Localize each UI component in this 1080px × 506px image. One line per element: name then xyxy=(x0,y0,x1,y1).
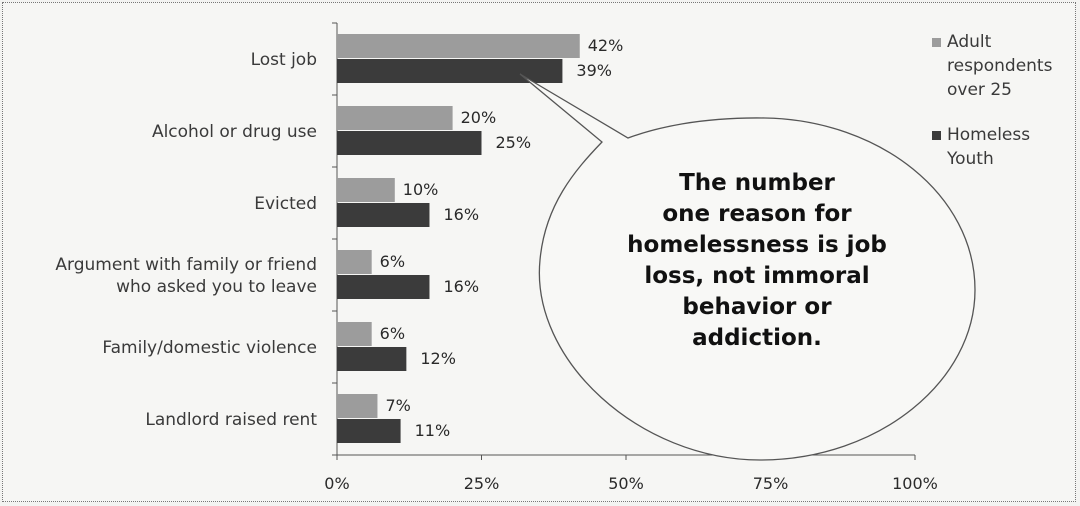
legend-entry: Adult respondents over 25 xyxy=(947,32,1053,100)
data-label: 20% xyxy=(461,108,497,127)
bar-youth xyxy=(337,275,430,299)
data-label: 25% xyxy=(496,133,532,152)
data-label: 6% xyxy=(380,252,405,271)
bar-adult xyxy=(337,34,580,58)
data-label: 11% xyxy=(415,421,451,440)
x-tick-label: 25% xyxy=(464,474,500,493)
legend-swatch xyxy=(932,38,941,47)
bar-youth xyxy=(337,59,563,83)
bar-adult xyxy=(337,394,378,418)
x-tick-label: 0% xyxy=(324,474,349,493)
category-label: Evicted xyxy=(254,194,317,214)
data-label: 7% xyxy=(385,396,410,415)
bar-adult xyxy=(337,106,453,130)
data-label: 10% xyxy=(403,180,439,199)
category-label: Landlord raised rent xyxy=(145,410,317,430)
x-tick-label: 100% xyxy=(892,474,938,493)
bar-adult xyxy=(337,250,372,274)
bar-adult xyxy=(337,322,372,346)
data-label: 16% xyxy=(443,205,479,224)
data-label: 6% xyxy=(380,324,405,343)
x-tick-label: 75% xyxy=(753,474,789,493)
category-label: Family/domestic violence xyxy=(102,338,317,358)
bar-adult xyxy=(337,178,395,202)
callout-text: The number one reason for homelessness is … xyxy=(627,170,887,351)
data-label: 16% xyxy=(443,277,479,296)
bar-youth xyxy=(337,203,430,227)
bar-youth xyxy=(337,131,482,155)
data-label: 12% xyxy=(420,349,456,368)
data-label: 39% xyxy=(576,61,612,80)
callout-bubble xyxy=(519,73,976,461)
x-tick-label: 50% xyxy=(608,474,644,493)
bar-youth xyxy=(337,419,401,443)
data-label: 42% xyxy=(588,36,624,55)
legend-entry: Homeless Youth xyxy=(946,125,1030,169)
category-label: Alcohol or drug use xyxy=(152,122,317,142)
category-label: Lost job xyxy=(251,50,317,70)
category-label: Argument with family or friend who asked … xyxy=(55,255,317,297)
bar-youth xyxy=(337,347,407,371)
legend-swatch xyxy=(932,131,941,140)
